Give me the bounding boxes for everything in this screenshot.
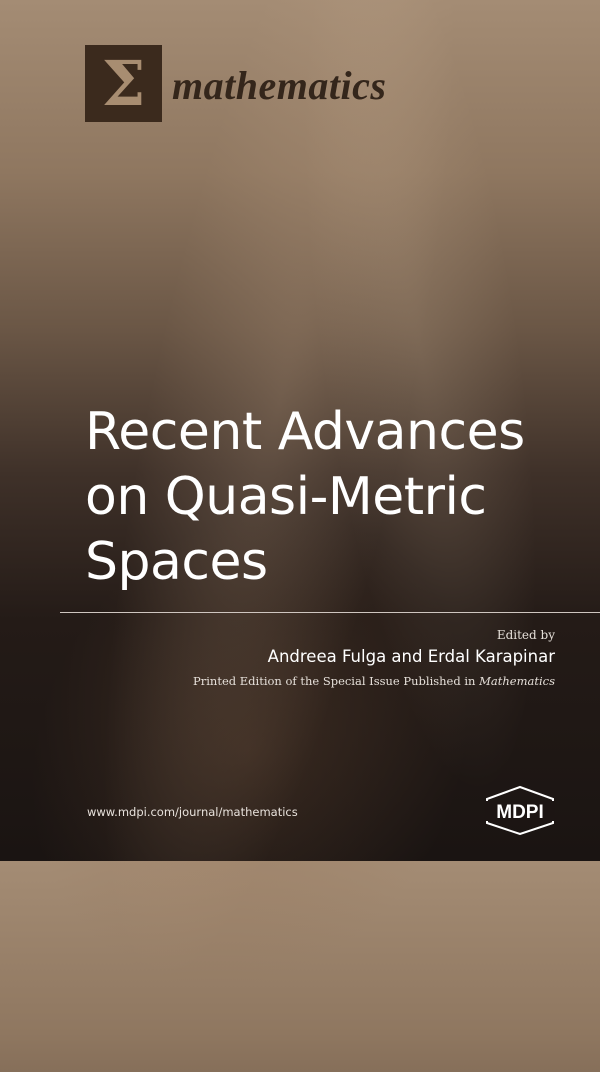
journal-url: www.mdpi.com/journal/mathematics bbox=[87, 805, 298, 819]
printed-edition-note: Printed Edition of the Special Issue Pub… bbox=[193, 674, 555, 688]
book-title: Recent Advances on Quasi-Metric Spaces bbox=[85, 400, 525, 595]
journal-name: mathematics bbox=[172, 63, 387, 108]
journal-logo: Σ bbox=[85, 45, 162, 122]
printed-edition-prefix: Printed Edition of the Special Issue Pub… bbox=[193, 674, 480, 688]
divider bbox=[60, 612, 600, 613]
sigma-icon: Σ bbox=[101, 46, 146, 120]
title-line: Recent Advances bbox=[85, 402, 525, 462]
title-line: on Quasi-Metric bbox=[85, 467, 487, 527]
mdpi-logo-text: MDPI bbox=[496, 802, 544, 823]
printed-edition-journal: Mathematics bbox=[479, 674, 555, 688]
edited-by-label: Edited by bbox=[496, 628, 555, 642]
title-line: Spaces bbox=[85, 532, 268, 592]
editors: Andreea Fulga and Erdal Karapinar bbox=[267, 647, 555, 666]
mdpi-logo: MDPI bbox=[485, 785, 555, 835]
